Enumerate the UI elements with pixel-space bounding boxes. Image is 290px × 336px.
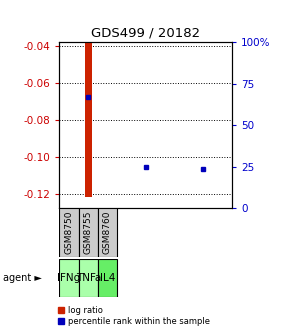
Text: TNFa: TNFa — [76, 273, 101, 283]
Bar — [59, 259, 79, 297]
Text: IFNg: IFNg — [57, 273, 81, 283]
Text: agent ►: agent ► — [3, 273, 42, 283]
Bar — [59, 208, 79, 257]
Text: GSM8750: GSM8750 — [65, 211, 74, 254]
Bar — [98, 259, 117, 297]
Bar — [98, 208, 117, 257]
Bar — [85, 0, 92, 197]
Title: GDS499 / 20182: GDS499 / 20182 — [91, 27, 200, 39]
Text: IL4: IL4 — [100, 273, 115, 283]
Text: GSM8755: GSM8755 — [84, 211, 93, 254]
Legend: log ratio, percentile rank within the sample: log ratio, percentile rank within the sa… — [58, 306, 210, 326]
Text: GSM8760: GSM8760 — [103, 211, 112, 254]
Bar — [79, 259, 98, 297]
Bar — [79, 208, 98, 257]
